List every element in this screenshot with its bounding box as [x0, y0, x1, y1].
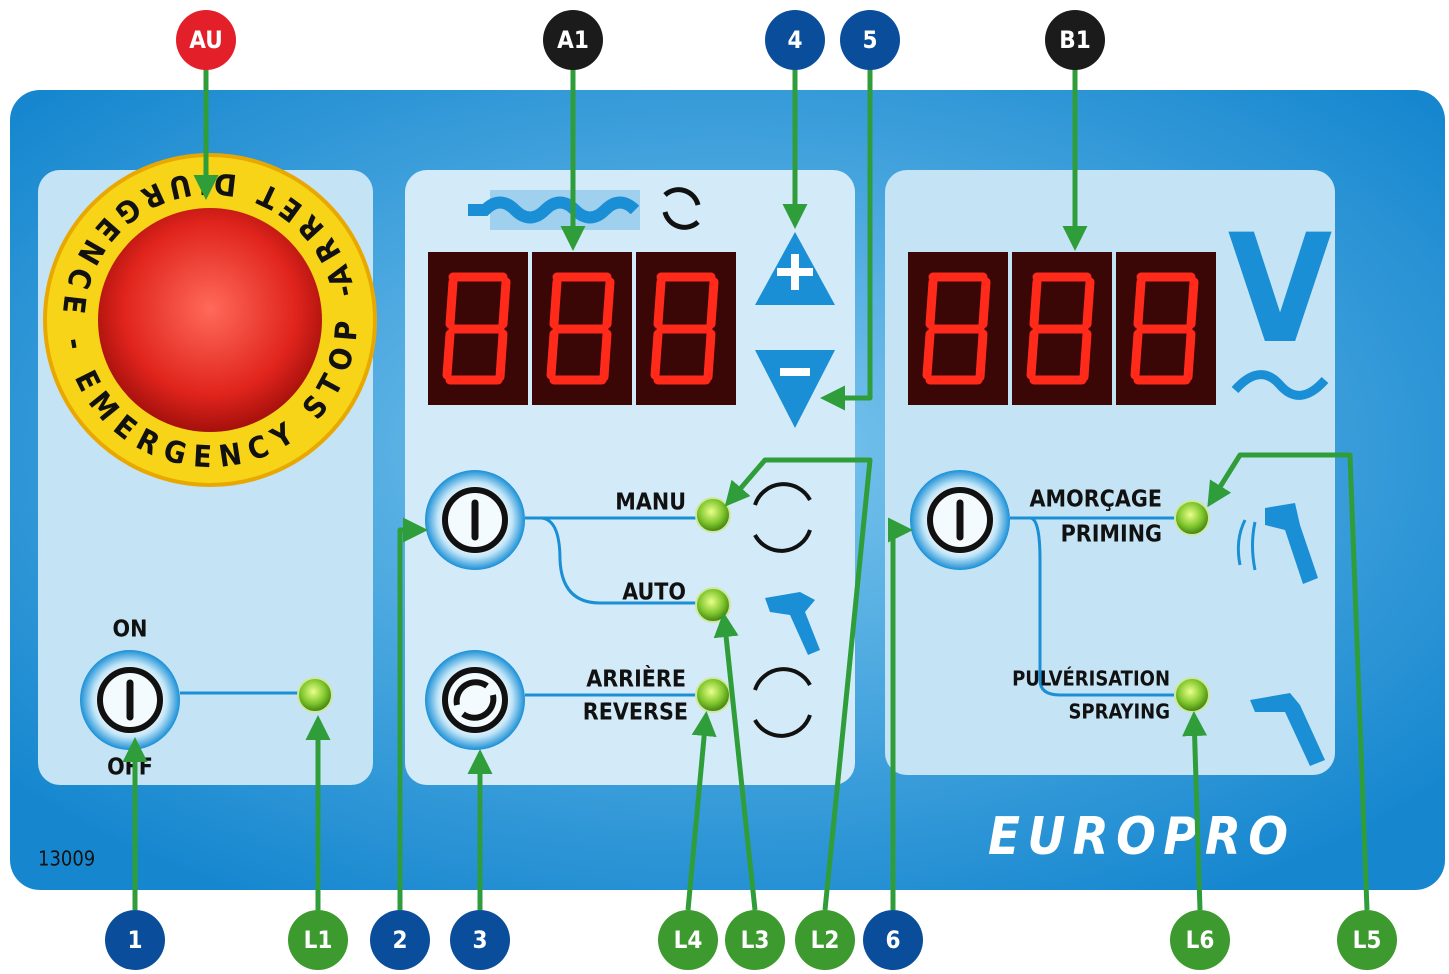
callout-label: 1 [127, 926, 142, 954]
indicator-led [695, 587, 731, 623]
leader-line [724, 457, 873, 911]
ac-symbol [1231, 370, 1329, 400]
brand-logo: EUROPRO [988, 807, 1288, 867]
segment [975, 329, 988, 382]
spraying-en-label: SPRAYING [1068, 700, 1170, 724]
callout-label: 6 [885, 926, 900, 954]
callout-label: 3 [472, 926, 487, 954]
segment [978, 277, 991, 329]
segment [498, 277, 511, 329]
leader-line [685, 711, 717, 911]
callout-label: L6 [1186, 926, 1215, 954]
emergency-button[interactable] [98, 208, 322, 432]
reverse-en-label: REVERSE [583, 700, 688, 726]
callout-badge [725, 910, 785, 970]
segment [1133, 277, 1146, 329]
leader-line [1207, 452, 1370, 911]
indicator-led [695, 677, 731, 713]
leader-line [713, 612, 758, 911]
callout-label: L4 [674, 926, 703, 954]
priming-fr-label: AMORÇAGE [1030, 487, 1162, 513]
callout-badge [658, 910, 718, 970]
off-label: OFF [107, 755, 153, 781]
callout-label: A1 [557, 26, 589, 54]
segment [653, 277, 666, 329]
segment [442, 329, 455, 380]
segment [1082, 277, 1095, 329]
segment [602, 277, 615, 329]
button-face [442, 667, 508, 733]
segment [1186, 277, 1199, 329]
segment [495, 329, 508, 382]
auto-label: AUTO [622, 580, 686, 606]
callout-badge [176, 10, 236, 70]
pump-icon [468, 187, 701, 230]
callout-badge [370, 910, 430, 970]
reverse-button[interactable] [425, 650, 525, 750]
callout-label: L2 [811, 926, 840, 954]
reverse-fr-label: ARRIÈRE [586, 665, 686, 693]
callout-label: 4 [787, 26, 802, 54]
segment [650, 329, 663, 380]
segment [445, 277, 458, 329]
indicator-led [1174, 500, 1210, 536]
on-label: ON [113, 617, 148, 643]
callout-badge [543, 10, 603, 70]
segment [1029, 277, 1042, 329]
callout-badge [288, 910, 348, 970]
segment [703, 329, 716, 382]
model-code: 13009 [38, 847, 95, 871]
gun-icons [765, 503, 1325, 766]
segment [1026, 329, 1039, 380]
segment [706, 277, 719, 329]
segment [546, 329, 559, 380]
callout-label: L3 [741, 926, 770, 954]
callout-badge [863, 910, 923, 970]
callout-badge [450, 910, 510, 970]
display-a1 [428, 252, 736, 405]
callout-label: 2 [392, 926, 407, 954]
callout-label: L1 [304, 926, 333, 954]
callout-label: 5 [862, 26, 877, 54]
plus-sign [777, 254, 813, 290]
segment [1079, 329, 1092, 382]
leader-line [820, 60, 873, 411]
callout-badge [1045, 10, 1105, 70]
callout-badge [105, 910, 165, 970]
callout-label: AU [189, 26, 223, 54]
segment [1130, 329, 1143, 380]
manu-label: MANU [615, 490, 686, 516]
callout-badge [840, 10, 900, 70]
priming-en-label: PRIMING [1061, 522, 1162, 548]
indicator-led [695, 497, 731, 533]
segment [549, 277, 562, 329]
display-b1 [908, 252, 1216, 405]
button-symbol [453, 679, 497, 721]
mode-button[interactable] [425, 470, 525, 570]
segment [925, 277, 938, 329]
callout-badge [795, 910, 855, 970]
minus-button[interactable] [755, 350, 835, 428]
indicator-led [1174, 677, 1210, 713]
leader-line [1182, 711, 1208, 911]
unit-label: V [1228, 203, 1332, 377]
callout-label: B1 [1059, 26, 1090, 54]
callout-badge [765, 10, 825, 70]
mode-icons [753, 482, 812, 738]
spraying-fr-label: PULVÉRISATION [1012, 667, 1170, 691]
indicator-led [297, 677, 333, 713]
callout-badge [1170, 910, 1230, 970]
on-off-button[interactable] [80, 650, 180, 750]
segment [599, 329, 612, 382]
leader-line [397, 517, 428, 910]
segment [1183, 329, 1196, 382]
connectors [180, 516, 1178, 697]
priming-button[interactable] [910, 470, 1010, 570]
callout-label: L5 [1353, 926, 1382, 954]
leader-line [888, 517, 913, 910]
callout-badge [1337, 910, 1397, 970]
segment [922, 329, 935, 380]
